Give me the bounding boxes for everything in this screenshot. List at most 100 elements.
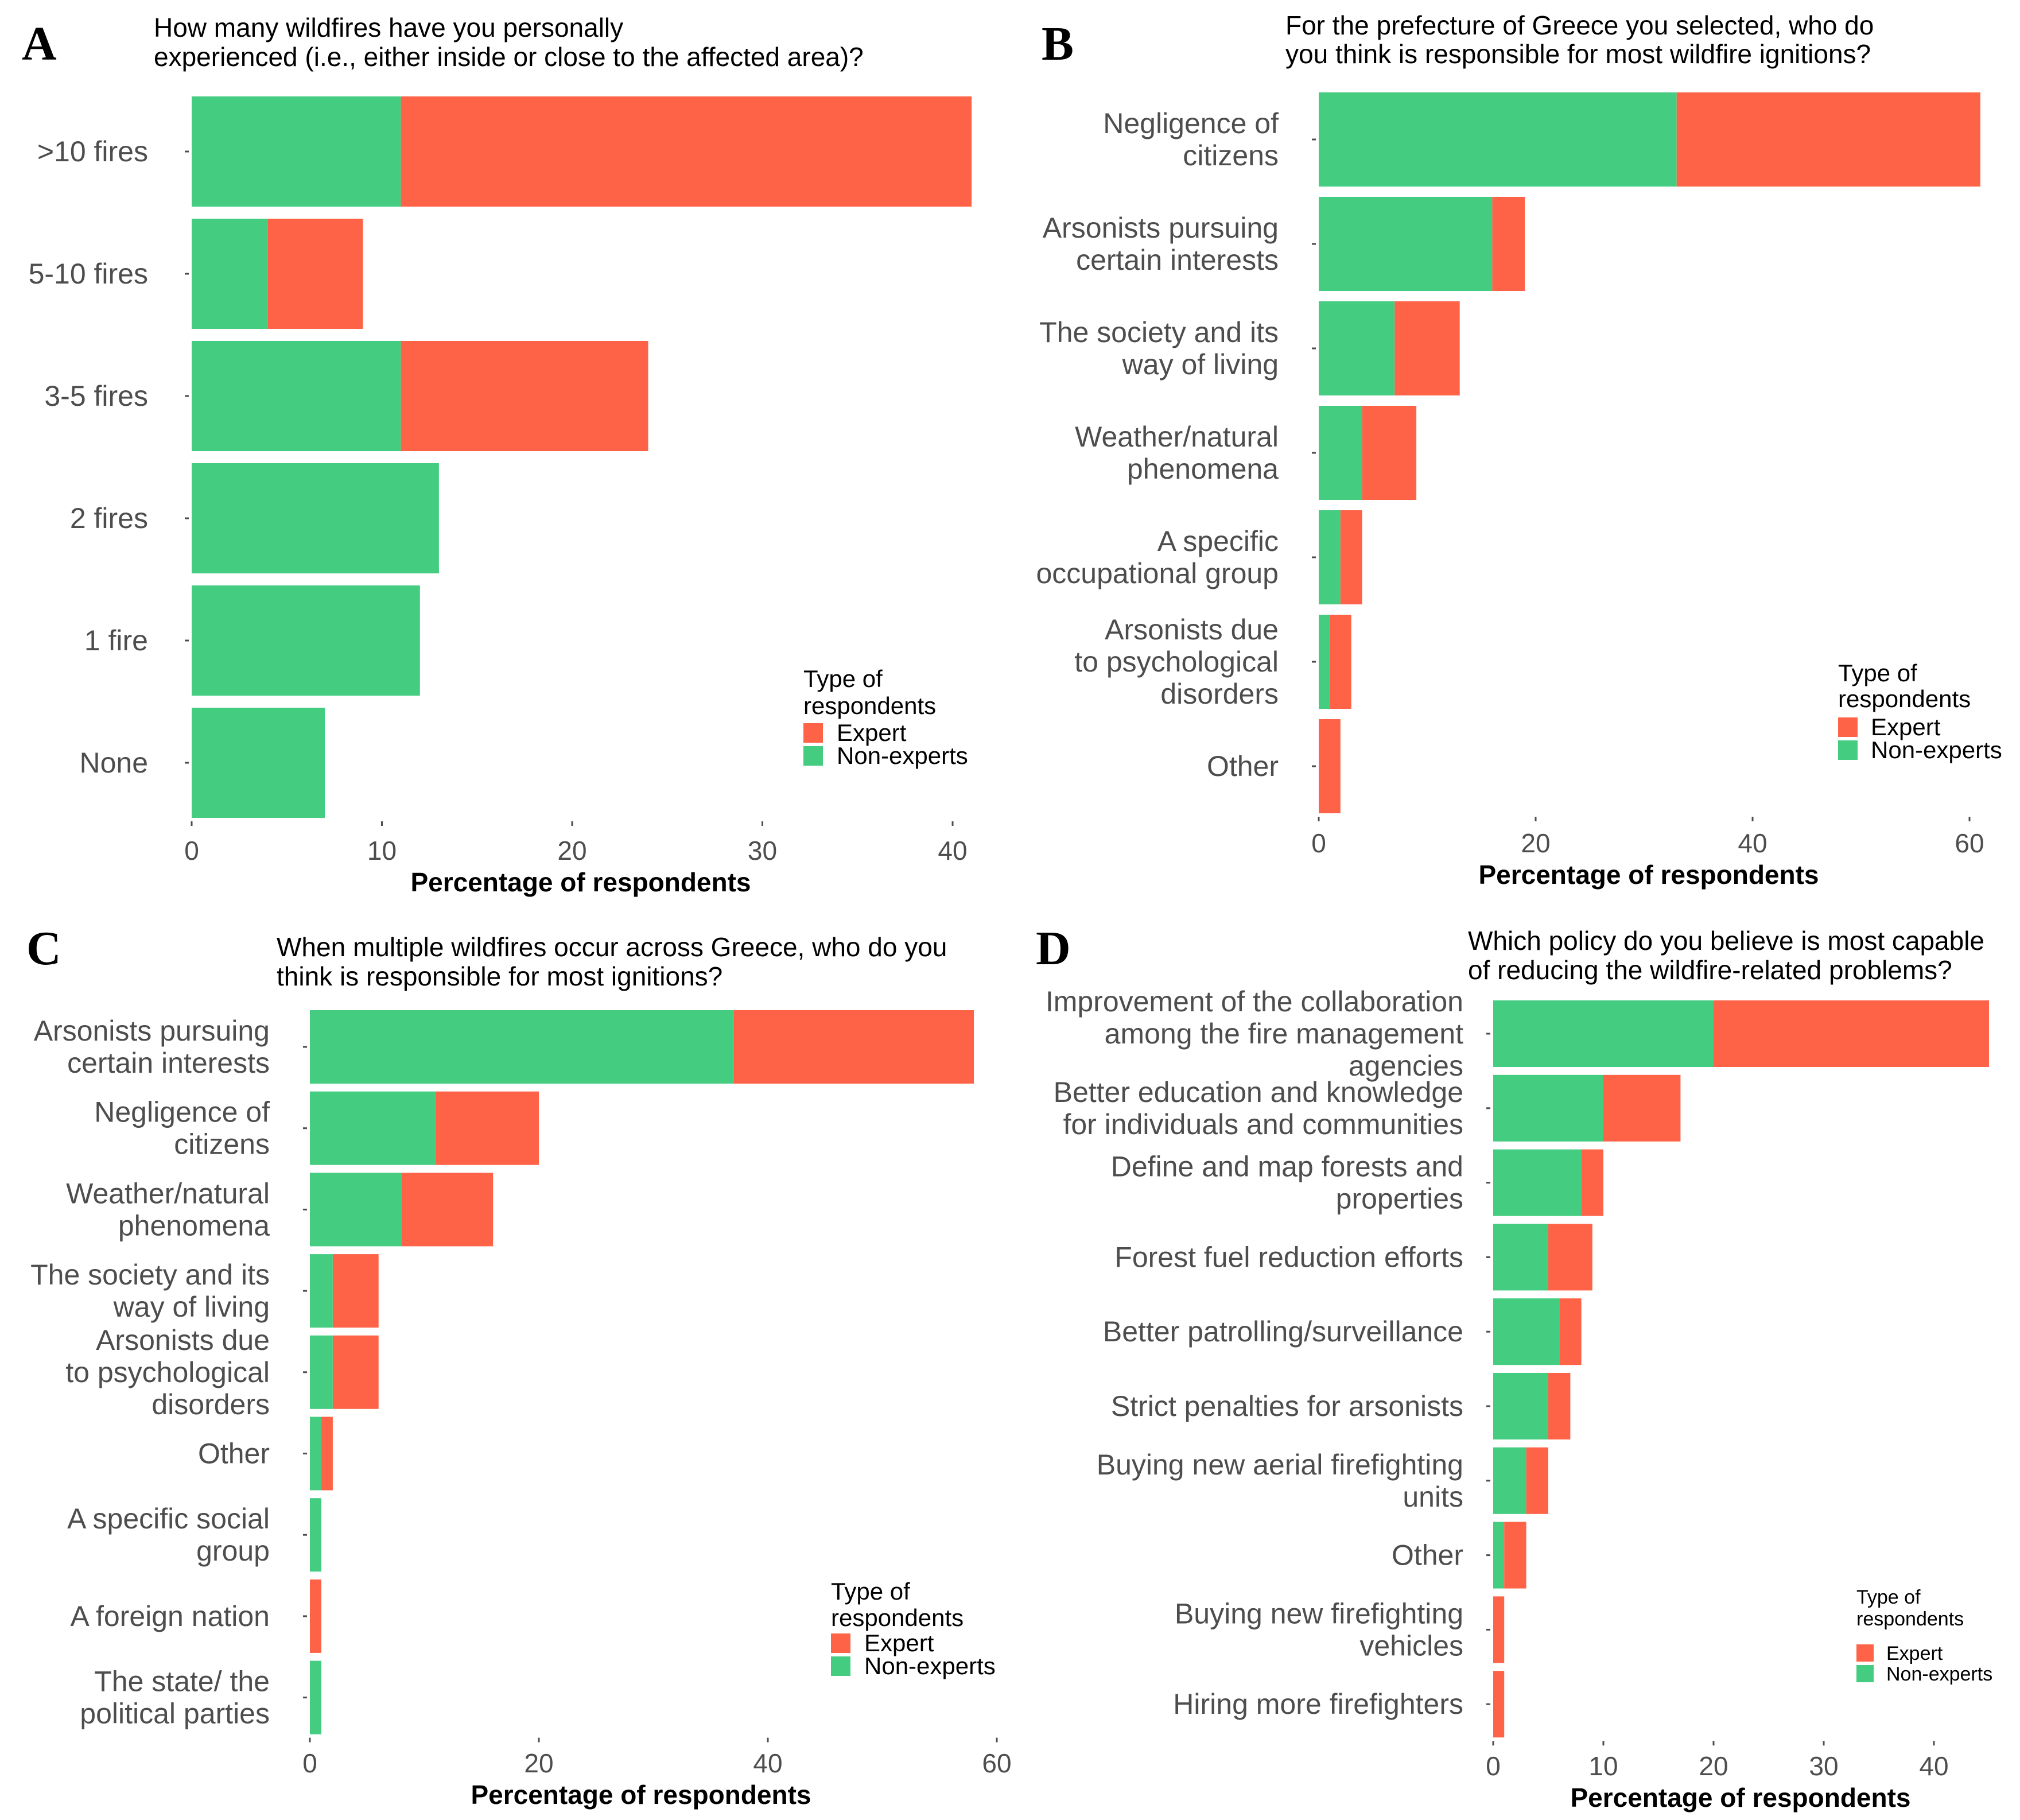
panel-d-category-label-3-2: properties bbox=[1336, 1183, 1463, 1215]
panel-b-legend-swatch-expert bbox=[1838, 717, 1858, 737]
panel-c-category-label-2-1: Negligence of bbox=[94, 1096, 270, 1128]
panel-b-category-label-6-2: to psychological bbox=[1074, 646, 1279, 678]
panel-d-xtick-label-3: 20 bbox=[1699, 1751, 1728, 1781]
panel-c-category-label-3-1: Weather/natural bbox=[66, 1177, 270, 1209]
panel-c-legend-label-expert: Expert bbox=[864, 1629, 934, 1656]
panel-c-bar-9-non-experts bbox=[310, 1660, 321, 1734]
panel-c-category-label-5-2: to psychological bbox=[65, 1356, 270, 1388]
panel-d-bar-7-non-experts bbox=[1493, 1447, 1526, 1514]
chart-panel-b: B For the prefecture of Greece you select… bbox=[1036, 10, 2002, 890]
panel-d-category-label-1-1: Improvement of the collaboration bbox=[1046, 985, 1463, 1018]
chart-panel-c: C When multiple wildfires occur across Gr… bbox=[26, 922, 1012, 1810]
panel-b-category-label-5-1: A specific bbox=[1157, 525, 1279, 557]
panel-d-bar-3-expert bbox=[1581, 1149, 1603, 1216]
panel-d-legend-swatch-non-experts bbox=[1856, 1665, 1874, 1682]
panel-b-category-label-2-2: certain interests bbox=[1076, 244, 1279, 276]
panel-d-xtick-label-1: 0 bbox=[1486, 1751, 1501, 1781]
panel-d-category-label-7-2: units bbox=[1403, 1481, 1463, 1513]
panel-b-legend-title-line-1: Type of bbox=[1838, 659, 1917, 686]
panel-a-bar-1-expert bbox=[401, 96, 972, 207]
panel-c-legend-title-line-2: respondents bbox=[831, 1604, 964, 1631]
panel-b-legend-swatch-non-experts bbox=[1838, 740, 1858, 760]
panel-b-category-label-3-2: way of living bbox=[1122, 348, 1279, 381]
panel-d-bar-5-non-experts bbox=[1493, 1298, 1560, 1365]
panel-b-bar-1-non-experts bbox=[1319, 92, 1677, 187]
panel-c-category-label-4-2: way of living bbox=[113, 1291, 270, 1323]
panel-d-bar-6-non-experts bbox=[1493, 1373, 1548, 1439]
panel-b-category-label-7-1: Other bbox=[1207, 750, 1279, 782]
panel-c-xtick-label-2: 20 bbox=[524, 1748, 553, 1778]
panel-b-legend-title-line-2: respondents bbox=[1838, 685, 1971, 712]
panel-d-xtick-label-2: 10 bbox=[1588, 1751, 1618, 1781]
panel-b-x-axis-label: Percentage of respondents bbox=[1478, 860, 1819, 890]
panel-c-category-label-1-1: Arsonists pursuing bbox=[34, 1015, 270, 1047]
panel-c-legend-swatch-expert bbox=[831, 1633, 850, 1653]
panel-c-title-line-1: When multiple wildfires occur across Gre… bbox=[277, 932, 947, 962]
panel-b-category-label-3-1: The society and its bbox=[1039, 316, 1279, 348]
panel-a-xtick-label-4: 30 bbox=[748, 836, 777, 866]
panel-a-legend-label-non-experts: Non-experts bbox=[837, 742, 968, 769]
panel-c-bar-2-non-experts bbox=[310, 1091, 436, 1165]
panel-a-legend-title-line-2: respondents bbox=[803, 692, 936, 719]
panel-b-bar-6-expert bbox=[1329, 615, 1351, 709]
panel-d-bar-1-non-experts bbox=[1493, 1000, 1714, 1067]
panel-c-bar-7-non-experts bbox=[310, 1498, 321, 1572]
panel-c-xtick-label-1: 0 bbox=[302, 1748, 317, 1778]
panel-d-bar-8-expert bbox=[1504, 1522, 1526, 1589]
panel-c-xtick-label-3: 40 bbox=[753, 1748, 782, 1778]
panel-a-title-line-2: experienced (i.e., either inside or clos… bbox=[154, 42, 864, 72]
panel-b-xtick-label-2: 20 bbox=[1521, 828, 1550, 858]
panel-d-bar-7-expert bbox=[1526, 1447, 1548, 1514]
panel-c-bar-1-non-experts bbox=[310, 1010, 734, 1084]
panel-a-bar-5-non-experts bbox=[192, 585, 420, 696]
panel-b-bar-5-expert bbox=[1340, 510, 1362, 604]
panel-a-bar-3-non-experts bbox=[192, 341, 401, 451]
panel-b-legend-label-expert: Expert bbox=[1871, 713, 1941, 740]
panel-c-category-label-9-1: The state/ the bbox=[94, 1666, 270, 1698]
panel-b-category-label-2-1: Arsonists pursuing bbox=[1043, 212, 1279, 244]
panel-a-title-line-1: How many wildfires have you personally bbox=[154, 13, 623, 42]
panel-d-category-label-7-1: Buying new aerial firefighting bbox=[1097, 1449, 1463, 1481]
panel-c-bar-4-expert bbox=[332, 1254, 379, 1328]
panel-b-letter: B bbox=[1042, 17, 1074, 71]
panel-a-legend-swatch-non-experts bbox=[803, 746, 823, 766]
panel-b-bar-2-non-experts bbox=[1319, 197, 1493, 291]
panel-c-title-line-2: think is responsible for most ignitions? bbox=[277, 961, 722, 991]
panel-d-category-label-4-1: Forest fuel reduction efforts bbox=[1114, 1241, 1463, 1273]
panel-d-category-label-10-1: Hiring more firefighters bbox=[1173, 1688, 1463, 1720]
panel-a-category-label-6-1: None bbox=[79, 747, 148, 779]
panel-c-category-label-6-1: Other bbox=[198, 1438, 270, 1470]
panel-a-category-label-5-1: 1 fire bbox=[84, 624, 148, 657]
panel-b-bar-4-non-experts bbox=[1319, 406, 1362, 500]
panel-d-category-label-6-1: Strict penalties for arsonists bbox=[1111, 1390, 1463, 1422]
panel-b-xtick-label-3: 40 bbox=[1738, 828, 1767, 858]
panel-c-category-label-2-2: citizens bbox=[174, 1128, 270, 1161]
panel-d-bar-6-expert bbox=[1548, 1373, 1571, 1439]
panel-c-bar-2-expert bbox=[436, 1091, 539, 1165]
panel-b-bar-4-expert bbox=[1362, 406, 1417, 500]
panel-b-category-label-1-1: Negligence of bbox=[1103, 107, 1279, 139]
panel-b-bar-5-non-experts bbox=[1319, 510, 1341, 604]
panel-d-bar-5-expert bbox=[1559, 1298, 1582, 1365]
panel-d-title-line-1: Which policy do you believe is most capa… bbox=[1468, 926, 1984, 956]
panel-a-category-label-3-1: 3-5 fires bbox=[44, 380, 148, 412]
panel-b-xtick-label-1: 0 bbox=[1311, 828, 1326, 858]
panel-d-legend-title-line-2: respondents bbox=[1856, 1608, 1964, 1630]
panel-b-category-label-4-2: phenomena bbox=[1127, 453, 1279, 485]
panel-d-bar-3-non-experts bbox=[1493, 1149, 1582, 1216]
panel-a-bar-2-expert bbox=[267, 219, 363, 329]
panel-d-bar-1-expert bbox=[1714, 1000, 1989, 1067]
panel-c-category-label-1-2: certain interests bbox=[67, 1047, 270, 1079]
panel-d-xtick-label-4: 30 bbox=[1809, 1751, 1838, 1781]
panel-d-bar-2-expert bbox=[1603, 1074, 1681, 1142]
panel-b-category-label-6-1: Arsonists due bbox=[1105, 614, 1279, 646]
panel-b-category-label-1-2: citizens bbox=[1183, 139, 1279, 172]
panel-a-category-label-4-1: 2 fires bbox=[70, 502, 148, 534]
panel-c-category-label-3-2: phenomena bbox=[118, 1209, 270, 1241]
panel-c-bar-8-expert bbox=[310, 1579, 321, 1653]
panel-b-category-label-5-2: occupational group bbox=[1036, 557, 1279, 589]
panel-a-letter: A bbox=[22, 17, 57, 71]
